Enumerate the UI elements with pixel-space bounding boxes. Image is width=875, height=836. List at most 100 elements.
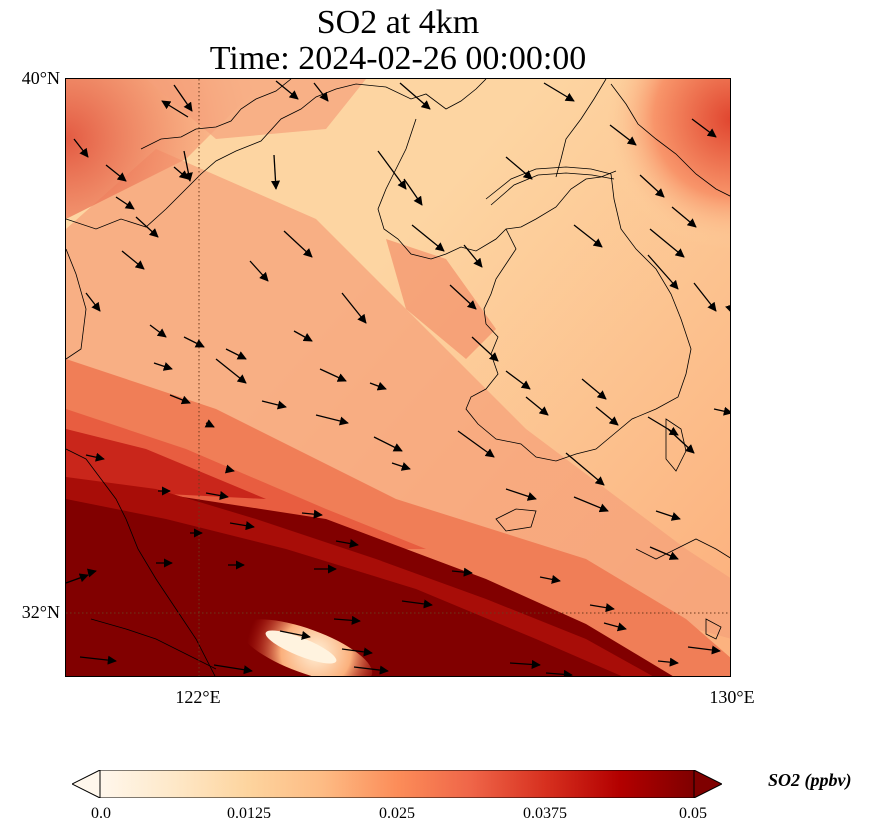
wind-arrow <box>279 630 311 640</box>
wind-arrow <box>609 124 637 146</box>
colorbar <box>72 770 722 798</box>
wind-arrow <box>713 406 730 416</box>
lat-label-40n: 40°N <box>21 68 60 88</box>
wind-arrow <box>73 138 89 158</box>
wind-arrow <box>335 539 359 549</box>
colorbar-tick-2: 0.025 <box>379 805 415 822</box>
lon-label-122e: 122°E <box>175 687 221 707</box>
wind-arrow <box>539 574 561 584</box>
wind-arrow <box>509 659 541 669</box>
wind-arrow <box>293 330 313 342</box>
wind-arrow <box>657 657 679 667</box>
wind-arrow <box>667 428 695 454</box>
wind-arrow <box>115 196 135 210</box>
wind-arrow <box>401 599 433 609</box>
colorbar-tick-4: 0.05 <box>679 805 707 822</box>
wind-arrow <box>373 436 403 452</box>
wind-arrow <box>525 396 549 416</box>
wind-arrow <box>79 655 117 665</box>
wind-arrow <box>545 669 573 676</box>
map-title-line1: SO2 at 4km <box>316 4 480 41</box>
wind-arrow <box>647 416 679 436</box>
map-title-line2: Time: 2024-02-26 00:00:00 <box>209 40 587 77</box>
wind-arrow <box>725 303 730 314</box>
wind-arrow <box>169 394 191 405</box>
wind-arrow <box>595 406 619 426</box>
wind-arrow <box>86 568 97 578</box>
wind-arrow <box>451 567 473 577</box>
wind-arrow <box>315 414 349 426</box>
wind-arrow <box>647 254 679 290</box>
wind-arrow <box>505 156 533 180</box>
wind-arrow <box>391 462 411 471</box>
so2-concentration-field <box>66 79 730 676</box>
wind-arrow <box>457 430 495 458</box>
wind-arrow <box>543 82 575 102</box>
wind-arrow <box>655 510 681 521</box>
wind-arrow <box>573 496 609 513</box>
wind-arrow <box>249 260 269 282</box>
wind-arrow <box>505 488 537 501</box>
wind-arrow <box>270 154 281 190</box>
wind-arrow <box>581 378 607 400</box>
wind-arrow <box>649 546 679 560</box>
wind-arrow <box>213 664 253 675</box>
wind-arrow <box>161 100 189 118</box>
wind-arrow <box>449 284 477 310</box>
wind-arrow <box>565 452 605 486</box>
wind-arrow <box>505 370 531 390</box>
wind-arrow <box>403 178 423 206</box>
wind-arrow <box>149 324 167 338</box>
wind-arrow <box>463 244 483 268</box>
wind-arrow <box>687 645 721 655</box>
wind-arrow <box>319 368 347 382</box>
wind-arrow <box>135 216 159 238</box>
wind-arrow <box>66 573 89 584</box>
wind-arrow <box>649 228 685 258</box>
wind-arrow <box>399 82 431 110</box>
wind-arrow <box>105 164 127 182</box>
wind-vectors <box>66 80 730 676</box>
wind-arrow <box>377 150 407 190</box>
wind-arrow <box>639 174 665 198</box>
wind-arrow <box>183 150 193 182</box>
wind-arrow <box>369 381 387 391</box>
wind-arrow <box>589 603 615 613</box>
wind-arrow <box>283 230 313 258</box>
wind-arrow <box>671 206 697 228</box>
so2-map <box>66 79 730 676</box>
wind-arrow <box>411 224 445 252</box>
wind-arrow <box>153 362 173 371</box>
wind-arrow <box>275 80 299 100</box>
lon-label-130e: 130°E <box>709 687 755 707</box>
colorbar-extend-high <box>693 770 722 798</box>
wind-arrow <box>229 521 255 531</box>
wind-arrow <box>573 224 603 248</box>
colorbar-tick-0: 0.0 <box>91 805 111 822</box>
colorbar-extend-low <box>72 770 101 798</box>
colorbar-label: SO2 (ppbv) <box>768 770 852 790</box>
wind-arrow <box>121 250 145 270</box>
wind-arrow <box>261 400 287 410</box>
colorbar-tick-3: 0.0375 <box>523 805 567 822</box>
wind-arrow <box>215 358 247 384</box>
wind-arrow <box>204 419 215 428</box>
wind-arrow <box>224 464 235 474</box>
wind-arrow <box>691 118 717 138</box>
map-gridlines <box>66 79 730 676</box>
wind-arrow <box>333 615 361 625</box>
wind-arrow <box>471 336 499 362</box>
wind-arrow <box>205 491 229 501</box>
wind-arrow <box>225 348 247 360</box>
wind-arrow <box>183 336 205 348</box>
wind-arrow <box>693 282 717 312</box>
colorbar-tick-1: 0.0125 <box>227 805 271 822</box>
colorbar-body <box>99 770 695 798</box>
lat-label-32n: 32°N <box>21 602 60 622</box>
wind-arrow <box>85 292 101 312</box>
wind-arrow <box>301 509 323 519</box>
wind-arrow <box>173 84 193 112</box>
map-panel[interactable] <box>65 78 731 677</box>
wind-arrow <box>603 622 627 632</box>
coastlines <box>66 79 730 676</box>
